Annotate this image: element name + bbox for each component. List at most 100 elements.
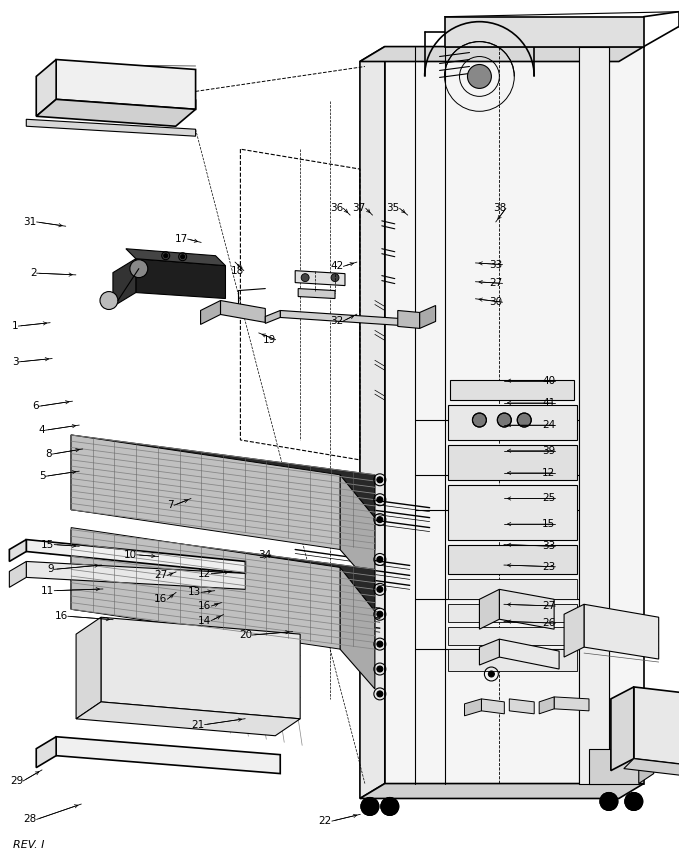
Polygon shape [36, 59, 56, 117]
Polygon shape [639, 739, 653, 783]
Circle shape [164, 254, 168, 258]
Text: 41: 41 [542, 398, 556, 408]
Circle shape [377, 666, 383, 672]
Polygon shape [280, 310, 400, 326]
Polygon shape [447, 485, 577, 540]
Text: 33: 33 [542, 542, 556, 551]
Text: 31: 31 [23, 217, 37, 227]
Text: 8: 8 [46, 449, 52, 459]
Polygon shape [449, 381, 574, 400]
Polygon shape [624, 758, 680, 778]
Polygon shape [113, 259, 136, 307]
Text: 9: 9 [48, 564, 54, 574]
Text: 16: 16 [154, 594, 167, 604]
Polygon shape [420, 305, 436, 328]
Polygon shape [201, 301, 220, 325]
Text: 10: 10 [124, 550, 137, 560]
Polygon shape [564, 604, 584, 657]
Polygon shape [265, 310, 280, 323]
Text: REV. I: REV. I [14, 841, 45, 850]
Circle shape [625, 793, 643, 811]
Text: 27: 27 [542, 601, 556, 611]
Text: 17: 17 [174, 234, 188, 244]
Circle shape [377, 691, 383, 697]
Text: 33: 33 [490, 260, 503, 270]
Polygon shape [71, 435, 340, 549]
Text: 25: 25 [542, 494, 556, 503]
Text: 3: 3 [12, 357, 18, 367]
Text: 7: 7 [167, 500, 174, 510]
Polygon shape [71, 435, 375, 549]
Polygon shape [579, 46, 609, 783]
Polygon shape [298, 289, 335, 298]
Circle shape [473, 413, 486, 427]
Text: 5: 5 [39, 471, 46, 482]
Polygon shape [360, 46, 644, 62]
Circle shape [377, 556, 383, 562]
Polygon shape [447, 649, 577, 671]
Polygon shape [360, 783, 644, 799]
Text: 24: 24 [542, 420, 556, 430]
Polygon shape [360, 46, 385, 799]
Polygon shape [10, 561, 27, 587]
Text: 13: 13 [188, 587, 201, 597]
Polygon shape [481, 699, 505, 714]
Polygon shape [479, 590, 499, 629]
Text: 16: 16 [198, 601, 211, 611]
Text: 4: 4 [39, 425, 46, 435]
Text: 42: 42 [330, 261, 343, 272]
Polygon shape [447, 544, 577, 574]
Polygon shape [611, 687, 634, 770]
Text: 11: 11 [41, 585, 54, 596]
Polygon shape [76, 617, 101, 719]
Text: 32: 32 [330, 316, 343, 326]
Circle shape [381, 798, 398, 815]
Polygon shape [584, 604, 659, 659]
Polygon shape [71, 528, 340, 649]
Circle shape [600, 793, 618, 811]
Circle shape [488, 671, 494, 677]
Circle shape [467, 64, 492, 88]
Circle shape [301, 273, 309, 282]
Text: 35: 35 [386, 203, 400, 213]
Polygon shape [340, 567, 375, 689]
Polygon shape [295, 271, 345, 285]
Polygon shape [447, 627, 577, 645]
Circle shape [181, 255, 185, 259]
Circle shape [130, 260, 148, 278]
Text: 15: 15 [542, 519, 556, 529]
Polygon shape [340, 475, 375, 590]
Polygon shape [136, 259, 226, 298]
Polygon shape [447, 604, 577, 622]
Circle shape [100, 291, 118, 309]
Polygon shape [445, 16, 644, 46]
Text: 14: 14 [198, 615, 211, 626]
Polygon shape [56, 59, 196, 110]
Text: 26: 26 [542, 618, 556, 628]
Text: 6: 6 [32, 401, 39, 411]
Circle shape [497, 413, 511, 427]
Circle shape [377, 497, 383, 503]
Text: 27: 27 [154, 570, 167, 580]
Text: 28: 28 [23, 814, 37, 824]
Text: 22: 22 [319, 816, 332, 826]
Circle shape [377, 586, 383, 592]
Text: 19: 19 [262, 335, 275, 345]
Polygon shape [126, 249, 226, 266]
Polygon shape [76, 702, 300, 736]
Polygon shape [36, 737, 56, 768]
Polygon shape [220, 301, 265, 322]
Text: 20: 20 [239, 630, 252, 640]
Text: 1: 1 [12, 321, 18, 331]
Polygon shape [56, 737, 280, 774]
Circle shape [377, 641, 383, 647]
Circle shape [377, 476, 383, 482]
Polygon shape [539, 697, 554, 714]
Text: 21: 21 [191, 720, 205, 729]
Text: 12: 12 [542, 468, 556, 478]
Text: 15: 15 [41, 540, 54, 549]
Text: 12: 12 [198, 568, 211, 578]
Polygon shape [10, 540, 27, 561]
Polygon shape [447, 445, 577, 480]
Circle shape [361, 798, 379, 815]
